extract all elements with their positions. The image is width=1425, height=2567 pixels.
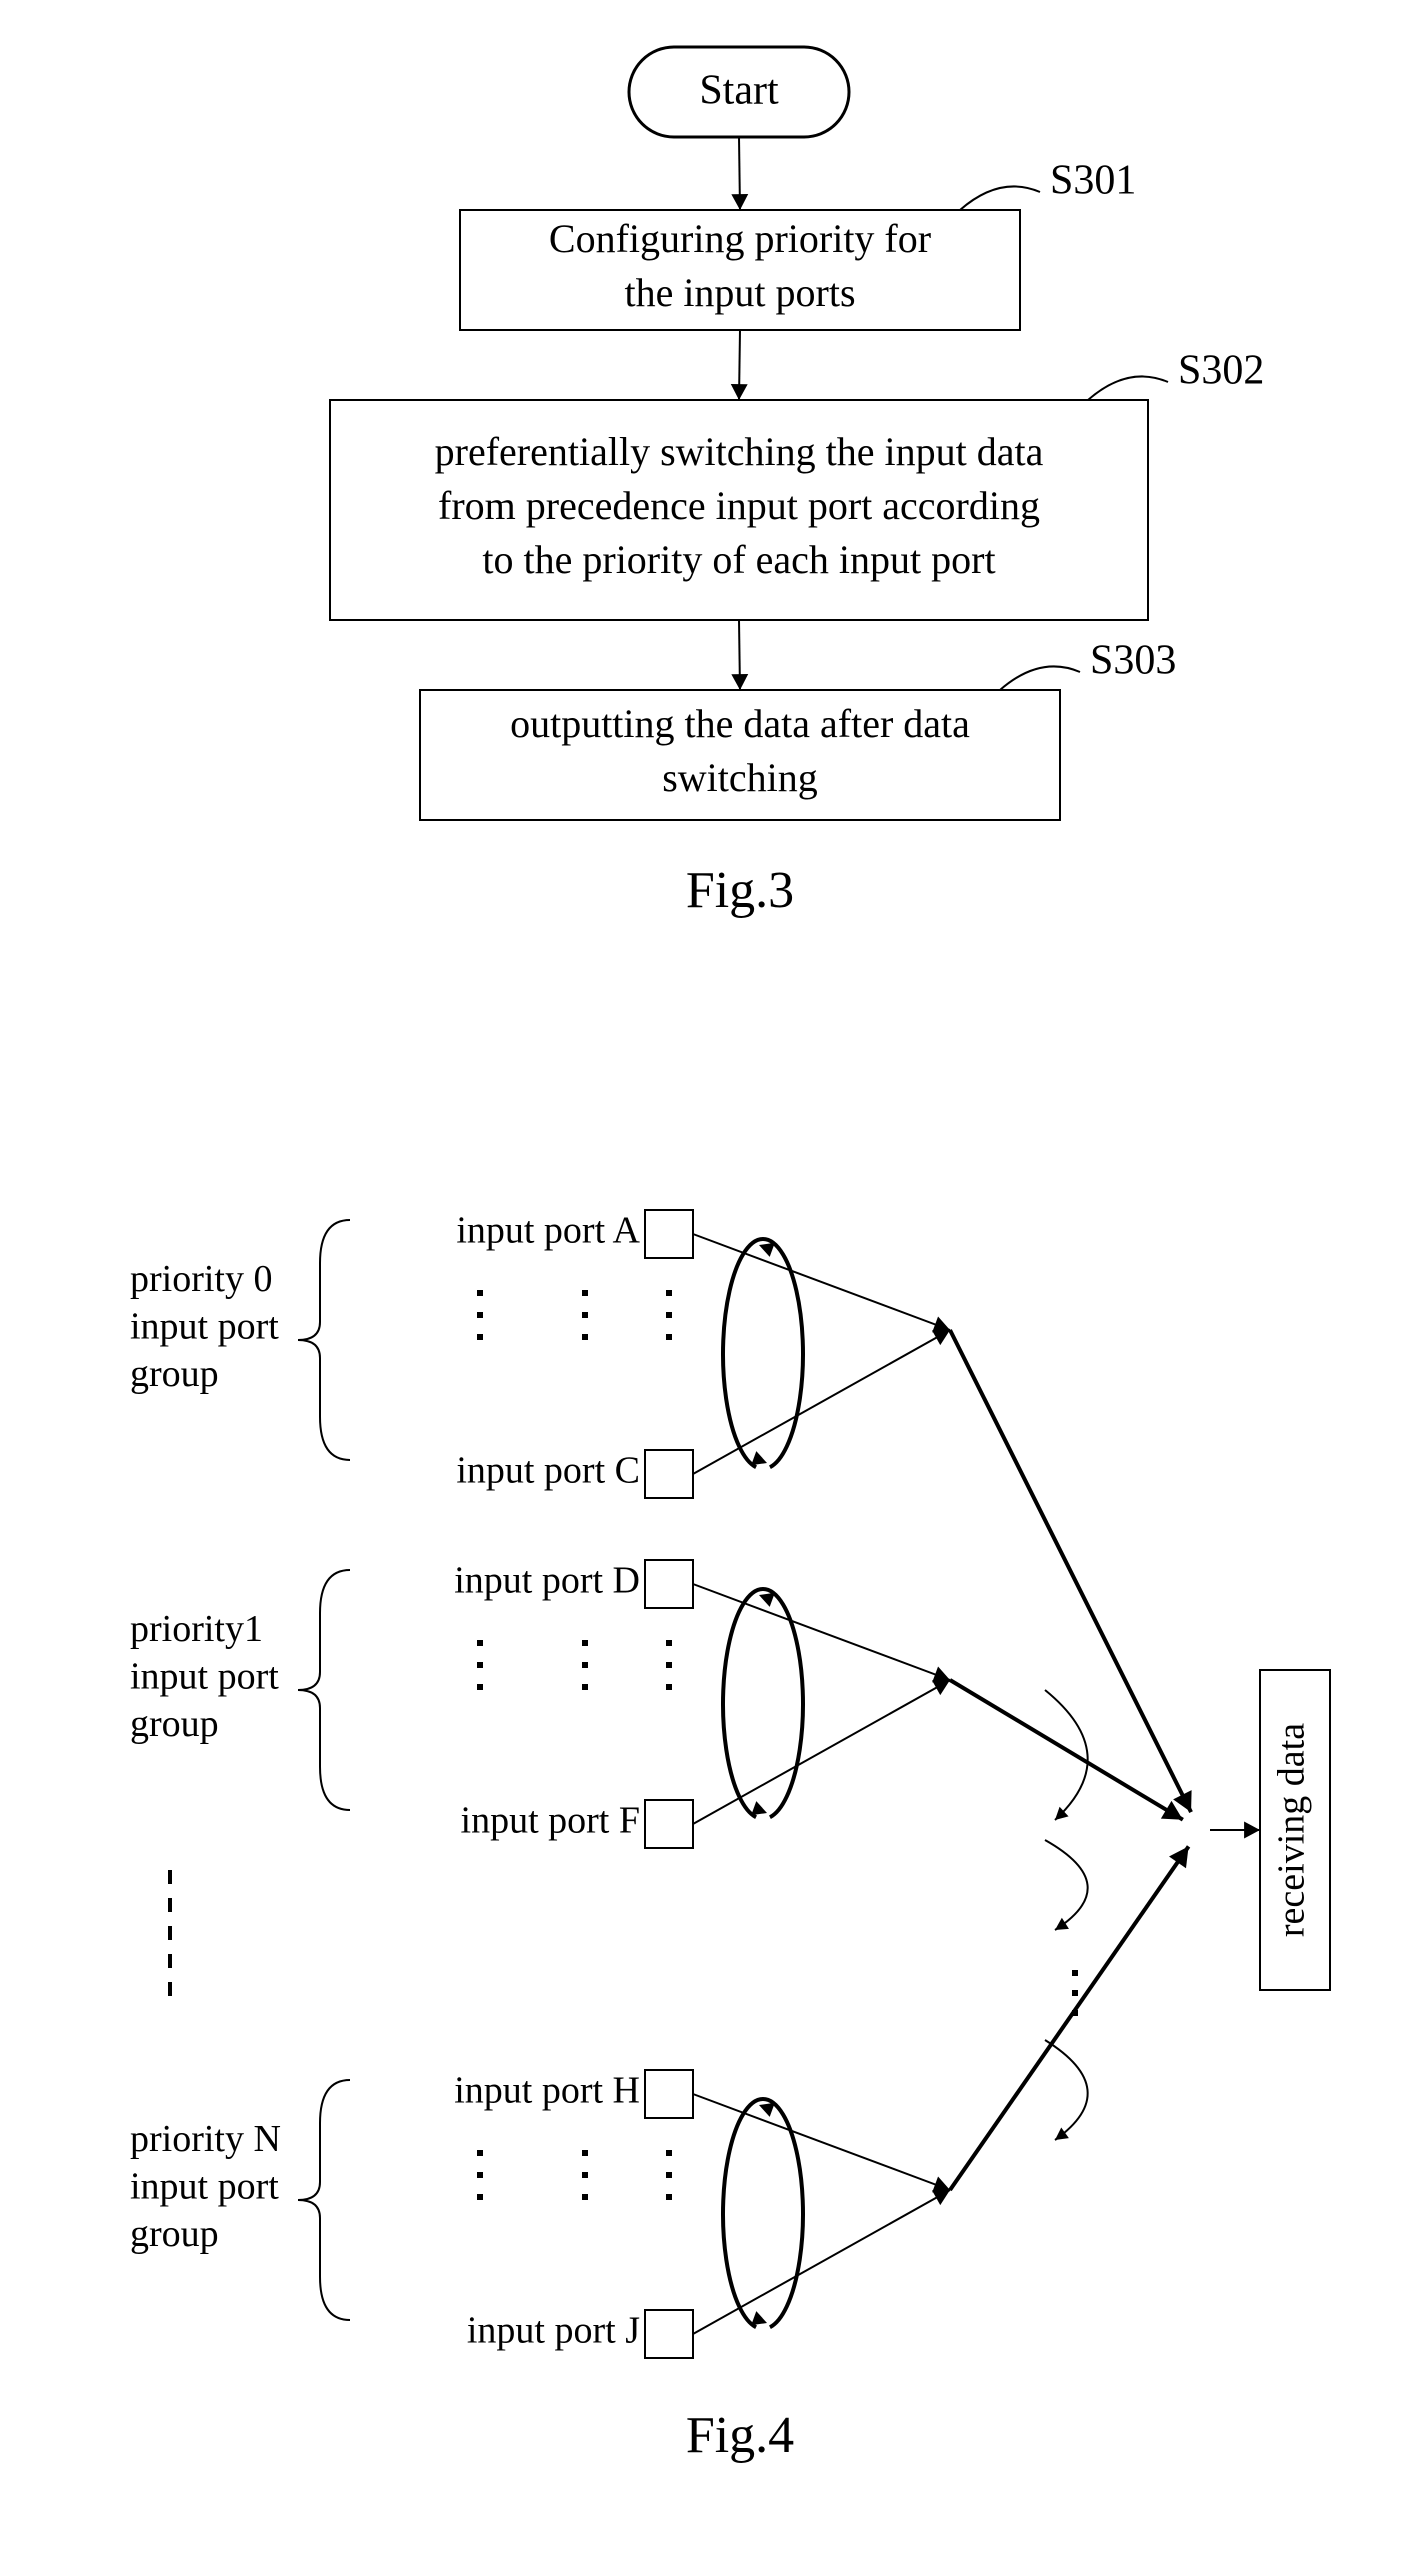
brace — [298, 1220, 350, 1460]
step-text: preferentially switching the input data — [435, 429, 1044, 474]
step-text: from precedence input port according — [438, 483, 1040, 528]
cycle-icon — [723, 1589, 803, 1817]
cycle-icon — [723, 1239, 803, 1467]
group-label: priority1 — [130, 1608, 263, 1650]
step-ref: S303 — [1090, 638, 1176, 684]
group-label: input port — [130, 1306, 279, 1348]
port-box — [645, 1800, 693, 1848]
group-label: group — [130, 1353, 219, 1395]
port-label: input port C — [456, 1450, 640, 1492]
port-label: input port A — [456, 1210, 640, 1252]
port-label: input port F — [461, 1800, 640, 1842]
port-box — [645, 1450, 693, 1498]
port-label: input port J — [467, 2310, 640, 2352]
step-ref: S301 — [1050, 158, 1136, 204]
step-text: to the priority of each input port — [482, 537, 995, 582]
start-label: Start — [699, 68, 779, 114]
brace — [298, 1570, 350, 1810]
step-text: switching — [662, 755, 818, 800]
port-box — [645, 2070, 693, 2118]
step-text: Configuring priority for — [549, 216, 931, 261]
group-label: priority 0 — [130, 1258, 272, 1300]
port-box — [645, 1560, 693, 1608]
step-text: outputting the data after data — [510, 701, 970, 746]
port-label: input port H — [454, 2070, 640, 2112]
priority-arc — [1045, 1840, 1088, 1930]
priority-arc — [1045, 1690, 1088, 1820]
fig3-caption: Fig.3 — [686, 862, 794, 919]
step-text: the input ports — [624, 270, 855, 315]
group-label: group — [130, 2213, 219, 2255]
brace — [298, 2080, 350, 2320]
fig4-caption: Fig.4 — [686, 2407, 794, 2464]
priority-arc — [1045, 2040, 1088, 2140]
group-label: input port — [130, 1656, 279, 1698]
output-label: receiving data — [1271, 1723, 1313, 1937]
fig3: Start Configuring priority for the input p… — [330, 47, 1264, 919]
step-ref: S302 — [1178, 348, 1264, 394]
port-box — [645, 1210, 693, 1258]
port-label: input port D — [454, 1560, 640, 1602]
fig4: priority 0 input port group input port A inp… — [130, 1210, 1330, 2464]
group-label: group — [130, 1703, 219, 1745]
cycle-icon — [723, 2099, 803, 2327]
group-label: input port — [130, 2166, 279, 2208]
group-label: priority N — [130, 2118, 281, 2160]
port-box — [645, 2310, 693, 2358]
